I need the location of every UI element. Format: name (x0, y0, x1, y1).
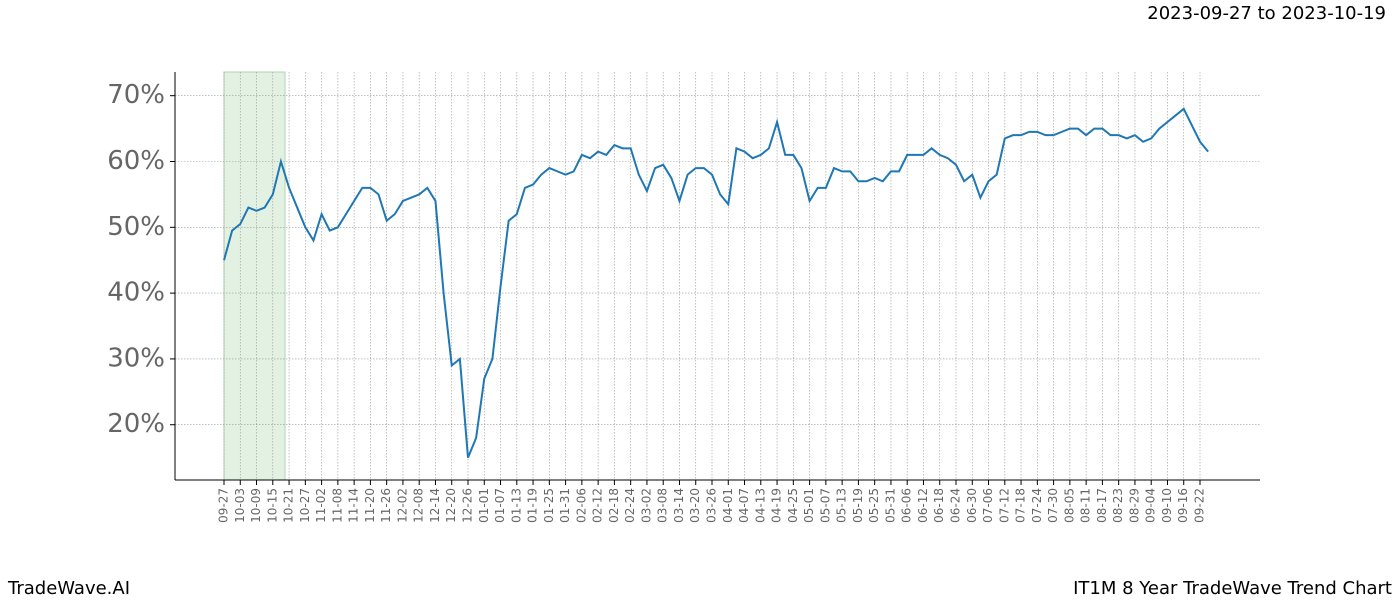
x-tick-label: 10-27 (298, 488, 312, 523)
trend-line (223, 107, 1209, 459)
x-tick-label: 05-01 (802, 488, 816, 523)
x-tick-label: 01-31 (558, 488, 572, 523)
x-tick-label: 08-11 (1079, 488, 1093, 523)
x-tick-label: 03-20 (688, 488, 702, 523)
x-tick-label: 07-12 (997, 488, 1011, 523)
y-tick-label: 50% (107, 212, 165, 242)
x-tick-label: 05-25 (867, 488, 881, 523)
x-tick-label: 09-04 (1144, 488, 1158, 523)
x-tick-label: 07-06 (981, 488, 995, 523)
footer-right: IT1M 8 Year TradeWave Trend Chart (1073, 578, 1392, 599)
y-tick-label: 60% (107, 146, 165, 176)
x-tick-label: 11-26 (379, 488, 393, 523)
x-tick-label: 08-05 (1062, 488, 1076, 523)
x-tick-label: 06-30 (965, 488, 979, 523)
x-tick-label: 12-08 (412, 488, 426, 523)
y-tick-label: 20% (107, 409, 165, 439)
x-tick-label: 04-25 (786, 488, 800, 523)
x-tick-label: 12-02 (395, 488, 409, 523)
x-tick-label: 10-15 (265, 488, 279, 523)
x-tick-label: 05-31 (883, 488, 897, 523)
x-tick-label: 03-02 (639, 488, 653, 523)
x-tick-label: 02-12 (591, 488, 605, 523)
y-tick-label: 40% (107, 278, 165, 308)
x-tick-label: 07-24 (1030, 488, 1044, 523)
x-tick-label: 01-07 (493, 488, 507, 523)
x-tick-label: 08-23 (1111, 488, 1125, 523)
x-tick-label: 04-19 (770, 488, 784, 523)
x-tick-label: 09-22 (1193, 488, 1207, 523)
y-tick-label: 30% (107, 343, 165, 373)
x-tick-label: 03-26 (705, 488, 719, 523)
date-range: 2023-09-27 to 2023-10-19 (1147, 3, 1386, 24)
x-tick-label: 10-09 (249, 488, 263, 523)
x-tick-label: 06-18 (932, 488, 946, 523)
x-tick-label: 02-06 (574, 488, 588, 523)
x-tick-label: 04-13 (753, 488, 767, 523)
x-tick-label: 11-14 (347, 488, 361, 523)
x-tick-label: 01-01 (477, 488, 491, 523)
x-tick-label: 06-24 (949, 488, 963, 523)
x-tick-label: 07-30 (1046, 488, 1060, 523)
x-tick-label: 08-29 (1127, 488, 1141, 523)
y-tick-label: 70% (107, 80, 165, 110)
x-tick-label: 11-02 (314, 488, 328, 523)
x-tick-label: 12-26 (461, 488, 475, 523)
x-tick-label: 01-19 (526, 488, 540, 523)
x-tick-label: 12-14 (428, 488, 442, 523)
x-tick-label: 02-18 (607, 488, 621, 523)
highlight-region (223, 71, 286, 481)
x-tick-label: 04-01 (721, 488, 735, 523)
x-tick-label: 08-17 (1095, 488, 1109, 523)
x-tick-label: 04-07 (737, 488, 751, 523)
x-tick-label: 09-16 (1176, 488, 1190, 523)
x-tick-label: 02-24 (623, 488, 637, 523)
x-tick-label: 01-25 (542, 488, 556, 523)
x-tick-label: 12-20 (444, 488, 458, 523)
x-tick-label: 09-10 (1160, 488, 1174, 523)
x-tick-label: 05-19 (851, 488, 865, 523)
x-tick-label: 09-27 (217, 488, 231, 523)
x-tick-label: 03-08 (656, 488, 670, 523)
x-tick-label: 05-07 (818, 488, 832, 523)
x-tick-label: 10-03 (233, 488, 247, 523)
x-tick-label: 06-06 (900, 488, 914, 523)
x-tick-label: 01-13 (509, 488, 523, 523)
x-tick-label: 11-20 (363, 488, 377, 523)
x-tick-label: 06-12 (916, 488, 930, 523)
x-tick-label: 03-14 (672, 488, 686, 523)
x-tick-label: 07-18 (1014, 488, 1028, 523)
footer-left: TradeWave.AI (7, 578, 130, 599)
x-tick-label: 10-21 (282, 488, 296, 523)
x-tick-label: 11-08 (330, 488, 344, 523)
x-tick-label: 05-13 (835, 488, 849, 523)
